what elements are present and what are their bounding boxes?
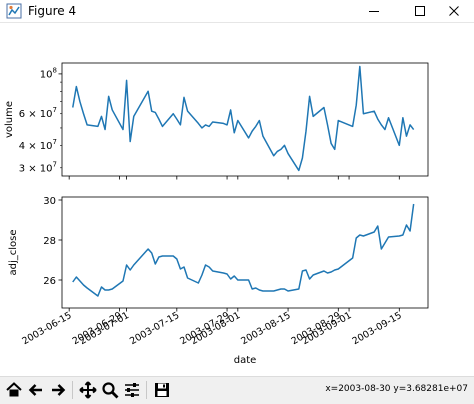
y-tick-label: 3 × 107 — [19, 160, 57, 174]
y-axis-label: volume — [4, 101, 15, 138]
x-tick-label: 2003-09-15 — [350, 310, 403, 347]
series-line — [72, 203, 415, 297]
y-tick-label: 6 × 107 — [19, 106, 57, 120]
forward-button[interactable] — [48, 380, 68, 400]
navigation-toolbar: x=2003-08-30 y=3.68281e+07 — [0, 376, 474, 404]
home-icon — [6, 382, 22, 397]
save-button[interactable] — [152, 380, 172, 400]
window-title: Figure 4 — [28, 4, 77, 18]
cursor-coordinates: x=2003-08-30 y=3.68281e+07 — [325, 384, 468, 394]
x-tick-label: 2003-08-15 — [239, 310, 292, 347]
forward-icon — [52, 384, 66, 396]
home-button[interactable] — [4, 380, 24, 400]
back-button[interactable] — [26, 380, 46, 400]
y-tick-label: 108 — [40, 66, 57, 80]
maximize-icon — [415, 6, 425, 16]
x-tick-label: 2003-07-15 — [128, 310, 181, 347]
minimize-button[interactable] — [354, 0, 394, 22]
y-tick-label: 28 — [43, 236, 56, 247]
y-tick-label: 4 × 107 — [19, 138, 57, 152]
toolbar-separator — [72, 381, 73, 399]
maximize-button[interactable] — [400, 0, 440, 22]
zoom-button[interactable] — [100, 380, 120, 400]
y-tick-label: 30 — [43, 196, 56, 207]
axes-adj-close: 262830adj_close2003-06-152003-06-292003-… — [8, 196, 429, 366]
save-icon — [155, 383, 169, 397]
x-tick-label: 2003-06-15 — [20, 310, 73, 347]
axes-frame — [61, 196, 429, 309]
configure-button[interactable] — [122, 380, 142, 400]
zoom-icon — [102, 382, 119, 399]
close-button[interactable] — [434, 0, 474, 22]
close-icon — [449, 6, 459, 16]
y-tick-label: 26 — [43, 276, 56, 287]
pan-button[interactable] — [78, 380, 98, 400]
figure-app-icon — [6, 3, 22, 19]
pan-icon — [79, 381, 97, 399]
toolbar-separator — [146, 381, 147, 399]
back-icon — [28, 384, 42, 396]
minimize-icon — [369, 11, 379, 12]
x-axis-label: date — [234, 355, 257, 366]
y-axis-label: adj_close — [8, 229, 19, 275]
figure-canvas[interactable]: 108 6 × 107 4 × 107 3 × 107 volume 26 28 30 adj_… — [0, 23, 474, 375]
series-line — [72, 65, 415, 172]
configure-icon — [125, 383, 139, 397]
window-title-bar: Figure 4 — [0, 0, 474, 23]
axes-volume: 108 6 × 107 4 × 107 3 × 107 volume — [4, 62, 429, 180]
